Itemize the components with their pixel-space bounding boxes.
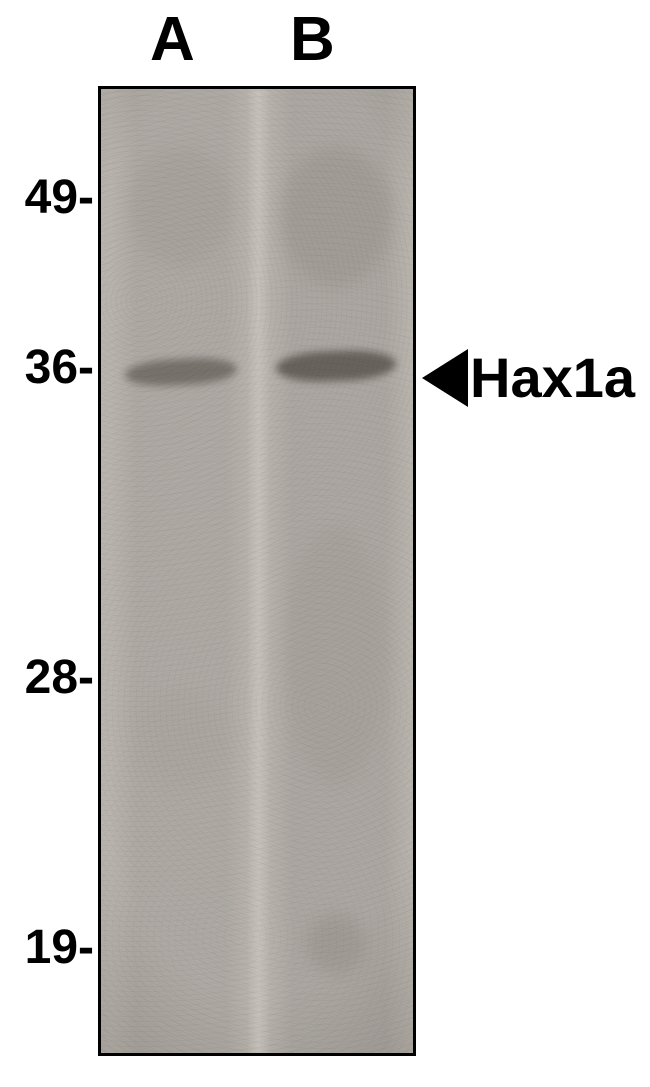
western-blot bbox=[98, 86, 416, 1056]
mw-marker: 28- bbox=[2, 650, 94, 705]
mw-marker: 36- bbox=[2, 340, 94, 395]
blot-noise bbox=[101, 89, 413, 1053]
lane-label-b: B bbox=[290, 4, 335, 75]
lane-label-a: A bbox=[150, 4, 195, 75]
mw-marker: 19- bbox=[2, 920, 94, 975]
arrow-left-icon bbox=[422, 349, 468, 407]
mw-marker: 49- bbox=[2, 170, 94, 225]
target-label: Hax1a bbox=[470, 345, 635, 410]
target-annotation: Hax1a bbox=[422, 345, 635, 410]
figure-container: A B 49- 36- 28- 19- Hax1a bbox=[0, 0, 650, 1087]
